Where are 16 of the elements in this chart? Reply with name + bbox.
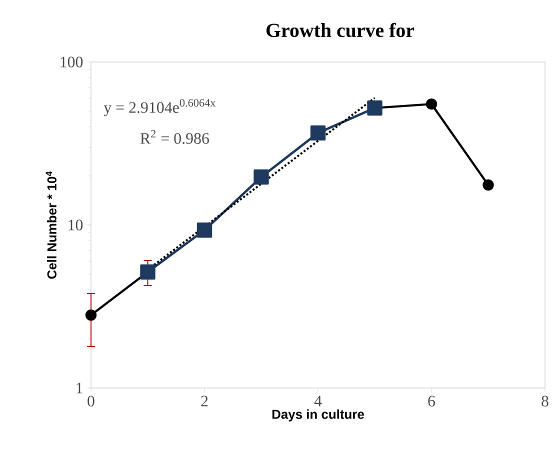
x-tick-label: 4 xyxy=(314,396,322,406)
x-tick-label: 2 xyxy=(201,396,208,406)
y-tick-label: 1 xyxy=(76,382,82,394)
y-axis-title: Cell Number * 10$^{4}$ xyxy=(46,171,56,279)
x-axis-title: Days in culture xyxy=(272,409,364,422)
x-tick-label: 0 xyxy=(88,396,94,407)
y-tick-label: 10 xyxy=(68,220,83,230)
point xyxy=(426,98,438,110)
chart-title: Growth curve for xyxy=(266,22,414,38)
annotation: y = 2.9104e$^{0.6064x}$ xyxy=(104,99,216,116)
y-tick-label: 100 xyxy=(60,56,83,68)
point xyxy=(482,179,494,191)
annotation: R$^{2}$ = 0.986 xyxy=(140,130,209,144)
point xyxy=(85,310,97,321)
x-tick-label: 8 xyxy=(542,396,548,407)
x-tick-label: 6 xyxy=(428,396,436,406)
